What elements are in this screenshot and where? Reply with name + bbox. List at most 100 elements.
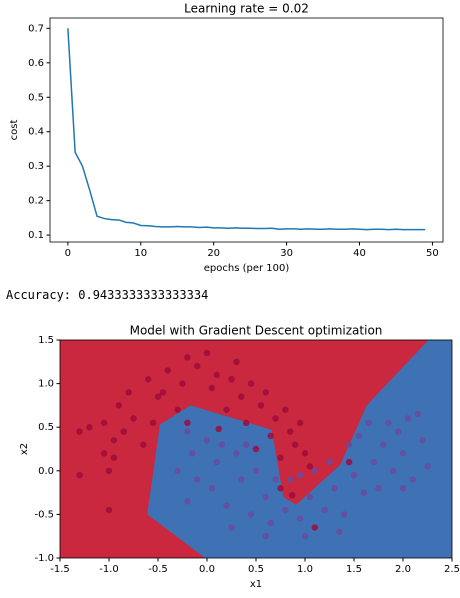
data-point (194, 476, 201, 483)
decision-region (147, 340, 452, 558)
data-point (233, 450, 240, 457)
data-point (233, 358, 240, 365)
y-tick-label: 0.7 (28, 23, 44, 34)
data-point (252, 445, 260, 453)
data-point (399, 450, 407, 457)
data-point (223, 502, 230, 509)
data-point (287, 476, 294, 483)
data-point (120, 428, 127, 435)
x-tick-label: 2.0 (395, 564, 411, 575)
data-point (252, 467, 260, 474)
data-point (296, 419, 304, 427)
y-tick-label: 1.5 (38, 335, 54, 346)
data-point (409, 476, 416, 483)
data-point (184, 354, 191, 361)
y-tick-label: 0.4 (28, 127, 44, 138)
data-point (267, 519, 274, 527)
x-tick-label: 40 (353, 248, 366, 259)
chart-title: Model with Gradient Descent optimization (130, 324, 383, 338)
y-tick-label: 0.2 (28, 196, 44, 207)
y-tick-label: 1.0 (38, 379, 54, 390)
data-point (145, 376, 152, 383)
data-point (238, 476, 245, 483)
y-axis-label: x2 (19, 443, 30, 455)
data-point (247, 380, 255, 387)
accuracy-output: Accuracy: 0.9433333333333334 (6, 288, 209, 302)
x-tick-label: -1.0 (99, 564, 119, 575)
data-point (311, 524, 318, 531)
x-tick-label: 1.5 (346, 564, 362, 575)
y-tick-label: 0.5 (28, 92, 44, 103)
data-point (360, 489, 367, 496)
data-point (238, 393, 245, 400)
data-point (321, 506, 328, 514)
data-point (311, 467, 318, 474)
data-point (130, 415, 137, 422)
y-tick-label: 0.3 (28, 161, 44, 172)
data-point (110, 437, 118, 444)
data-point (100, 419, 108, 427)
data-point (257, 402, 265, 409)
y-tick-label: 0.1 (28, 230, 44, 241)
data-point (277, 454, 284, 461)
data-point (282, 406, 289, 413)
cost-line (67, 28, 426, 231)
x-tick-label: 2.5 (444, 564, 460, 575)
data-point (287, 428, 294, 435)
data-point (282, 506, 289, 514)
data-point (110, 454, 118, 461)
data-point (262, 389, 269, 396)
data-point (345, 441, 353, 448)
data-point (184, 428, 191, 435)
data-point (390, 467, 397, 474)
data-point (380, 441, 387, 448)
data-point (341, 511, 348, 518)
y-axis-label: cost (9, 120, 20, 141)
x-tick-label: 1.0 (297, 564, 313, 575)
data-point (370, 458, 377, 466)
x-axis-label: epochs (per 100) (204, 263, 290, 274)
data-point (301, 533, 309, 540)
data-point (76, 428, 83, 435)
data-point (125, 389, 132, 396)
data-point (414, 410, 421, 418)
y-tick-label: 0.6 (28, 58, 44, 69)
x-tick-label: -1.5 (50, 564, 70, 575)
data-point (296, 515, 304, 522)
data-point (272, 476, 279, 483)
data-point (419, 437, 426, 444)
data-point (394, 428, 402, 435)
x-tick-label: 20 (207, 248, 220, 259)
data-point (159, 389, 167, 396)
data-point (105, 506, 113, 514)
data-point (203, 349, 211, 357)
x-tick-label: 10 (134, 248, 147, 259)
x-axis-label: x1 (250, 579, 262, 590)
data-point (208, 384, 216, 392)
data-point (179, 380, 186, 387)
data-point (355, 432, 363, 440)
x-tick-label: -0.5 (148, 564, 168, 575)
data-point (228, 376, 235, 383)
data-point (76, 471, 83, 479)
chart-title: Learning rate = 0.02 (184, 2, 309, 16)
data-point (306, 493, 314, 501)
data-point (289, 492, 296, 499)
x-tick-label: 0.0 (199, 564, 215, 575)
data-point (174, 406, 181, 413)
data-point (223, 406, 230, 413)
y-tick-label: -1.0 (34, 553, 54, 564)
data-point (228, 524, 235, 531)
data-point (424, 463, 431, 470)
data-point (140, 441, 147, 448)
data-point (262, 533, 269, 540)
data-point (404, 415, 412, 422)
data-point (301, 450, 309, 457)
data-point (277, 485, 284, 492)
data-point (336, 528, 343, 536)
x-tick-label: 0 (65, 248, 71, 259)
data-point (184, 498, 191, 505)
data-point (326, 458, 333, 466)
